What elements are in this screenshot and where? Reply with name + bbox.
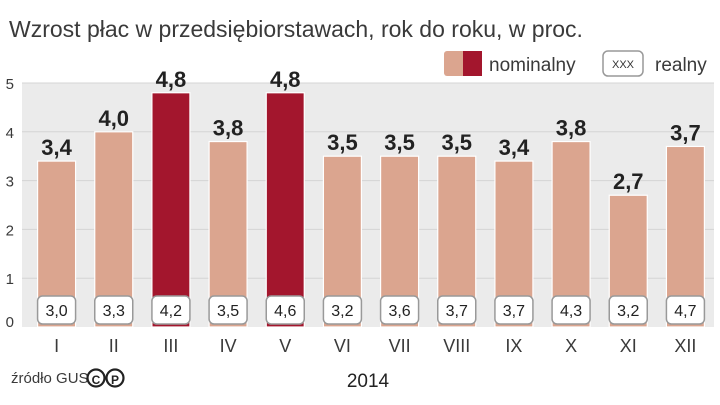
chart-title: Wzrost płac w przedsiębiorstawach, rok d… (9, 16, 583, 42)
legend-label-nominal: nominalny (489, 55, 576, 76)
legend-box-real-text: XXX (612, 59, 635, 71)
bar-value-label-nominal: 3,8 (556, 116, 587, 141)
real-value-box (36, 295, 77, 325)
x-tick-label: III (163, 336, 178, 356)
source-text: źródło GUS (11, 370, 89, 387)
x-tick-label: I (54, 336, 59, 356)
cp-logo-letter: P (111, 373, 119, 387)
legend: nominalny XXX realny (444, 50, 707, 77)
x-axis: I II III IV V VI VII VIII IX X XI XII (54, 336, 696, 356)
bar-value-label-nominal: 3,7 (670, 120, 701, 145)
y-tick-label: 3 (6, 174, 14, 191)
x-tick-label: VII (389, 336, 411, 356)
real-value-label: 3,0 (45, 303, 67, 320)
x-tick-label: IV (220, 336, 237, 356)
legend-box-real (602, 50, 644, 77)
real-value-label: 3,2 (331, 303, 353, 320)
y-tick-label: 5 (6, 76, 14, 93)
real-value-box (379, 295, 420, 325)
real-value-label: 3,2 (617, 303, 639, 320)
bar-nominal (265, 92, 305, 328)
x-tick-label: XII (674, 336, 696, 356)
real-value-label: 3,6 (388, 303, 410, 320)
y-tick-label: 4 (6, 125, 14, 142)
real-value-label: 4,6 (274, 303, 296, 320)
real-value-box (665, 295, 706, 325)
real-value-box (551, 295, 591, 325)
y-tick-label: 0 (6, 314, 14, 331)
bar-value-label-nominal: 2,7 (613, 169, 644, 194)
real-value-box (608, 295, 648, 325)
x-tick-label: XI (620, 336, 637, 356)
x-tick-label: V (279, 336, 291, 356)
real-value-label: 4,2 (160, 303, 182, 320)
x-tick-label: VI (334, 336, 351, 356)
real-value-label: 3,7 (503, 303, 525, 320)
cp-logo-letter: C (92, 373, 101, 387)
x-tick-label: II (109, 336, 119, 356)
x-tick-label: X (565, 336, 577, 356)
real-value-box (437, 295, 477, 325)
y-axis: 0 1 2 3 4 5 (6, 76, 14, 331)
bar-nominal (151, 92, 191, 328)
real-value-box (494, 295, 534, 325)
bars: 3,4 3,0 4,0 3,3 4,8 4,2 3,8 3,5 4,8 4,6 3,5 3,2 3,5 3… (36, 67, 706, 328)
real-value-box (265, 295, 305, 325)
real-value-box (94, 295, 134, 325)
cp-logo-p-circle (105, 368, 125, 388)
bar-value-label-nominal: 3,8 (213, 116, 244, 141)
real-value-box (208, 295, 248, 325)
x-axis-label: 2014 (347, 371, 390, 392)
legend-swatch-nominal-highlight (463, 51, 482, 76)
legend-label-real: realny (655, 55, 707, 76)
real-value-box (322, 295, 363, 325)
x-tick-label: VIII (443, 336, 470, 356)
bar-value-label-nominal: 3,5 (327, 130, 358, 155)
x-tick-label: IX (505, 336, 522, 356)
gridlines (22, 82, 714, 279)
real-value-label: 4,7 (674, 303, 696, 320)
real-value-box (151, 295, 191, 325)
bar-value-label-nominal: 4,8 (156, 67, 187, 92)
real-value-label: 3,7 (446, 303, 468, 320)
bar-value-label-nominal: 3,4 (499, 135, 530, 160)
bar-value-label-nominal: 4,8 (270, 67, 301, 92)
bar-value-label-nominal: 3,4 (41, 135, 72, 160)
plot-area (22, 83, 714, 327)
real-value-label: 4,3 (560, 303, 582, 320)
cp-logo-c-circle (86, 368, 106, 388)
y-tick-label: 2 (6, 222, 14, 239)
real-value-label: 3,3 (103, 303, 125, 320)
bar-nominal (94, 131, 134, 328)
bar-value-label-nominal: 3,5 (384, 130, 415, 155)
real-value-label: 3,5 (217, 303, 239, 320)
y-tick-label: 1 (6, 271, 14, 288)
bar-value-label-nominal: 4,0 (98, 106, 129, 131)
bar-value-label-nominal: 3,5 (441, 130, 472, 155)
